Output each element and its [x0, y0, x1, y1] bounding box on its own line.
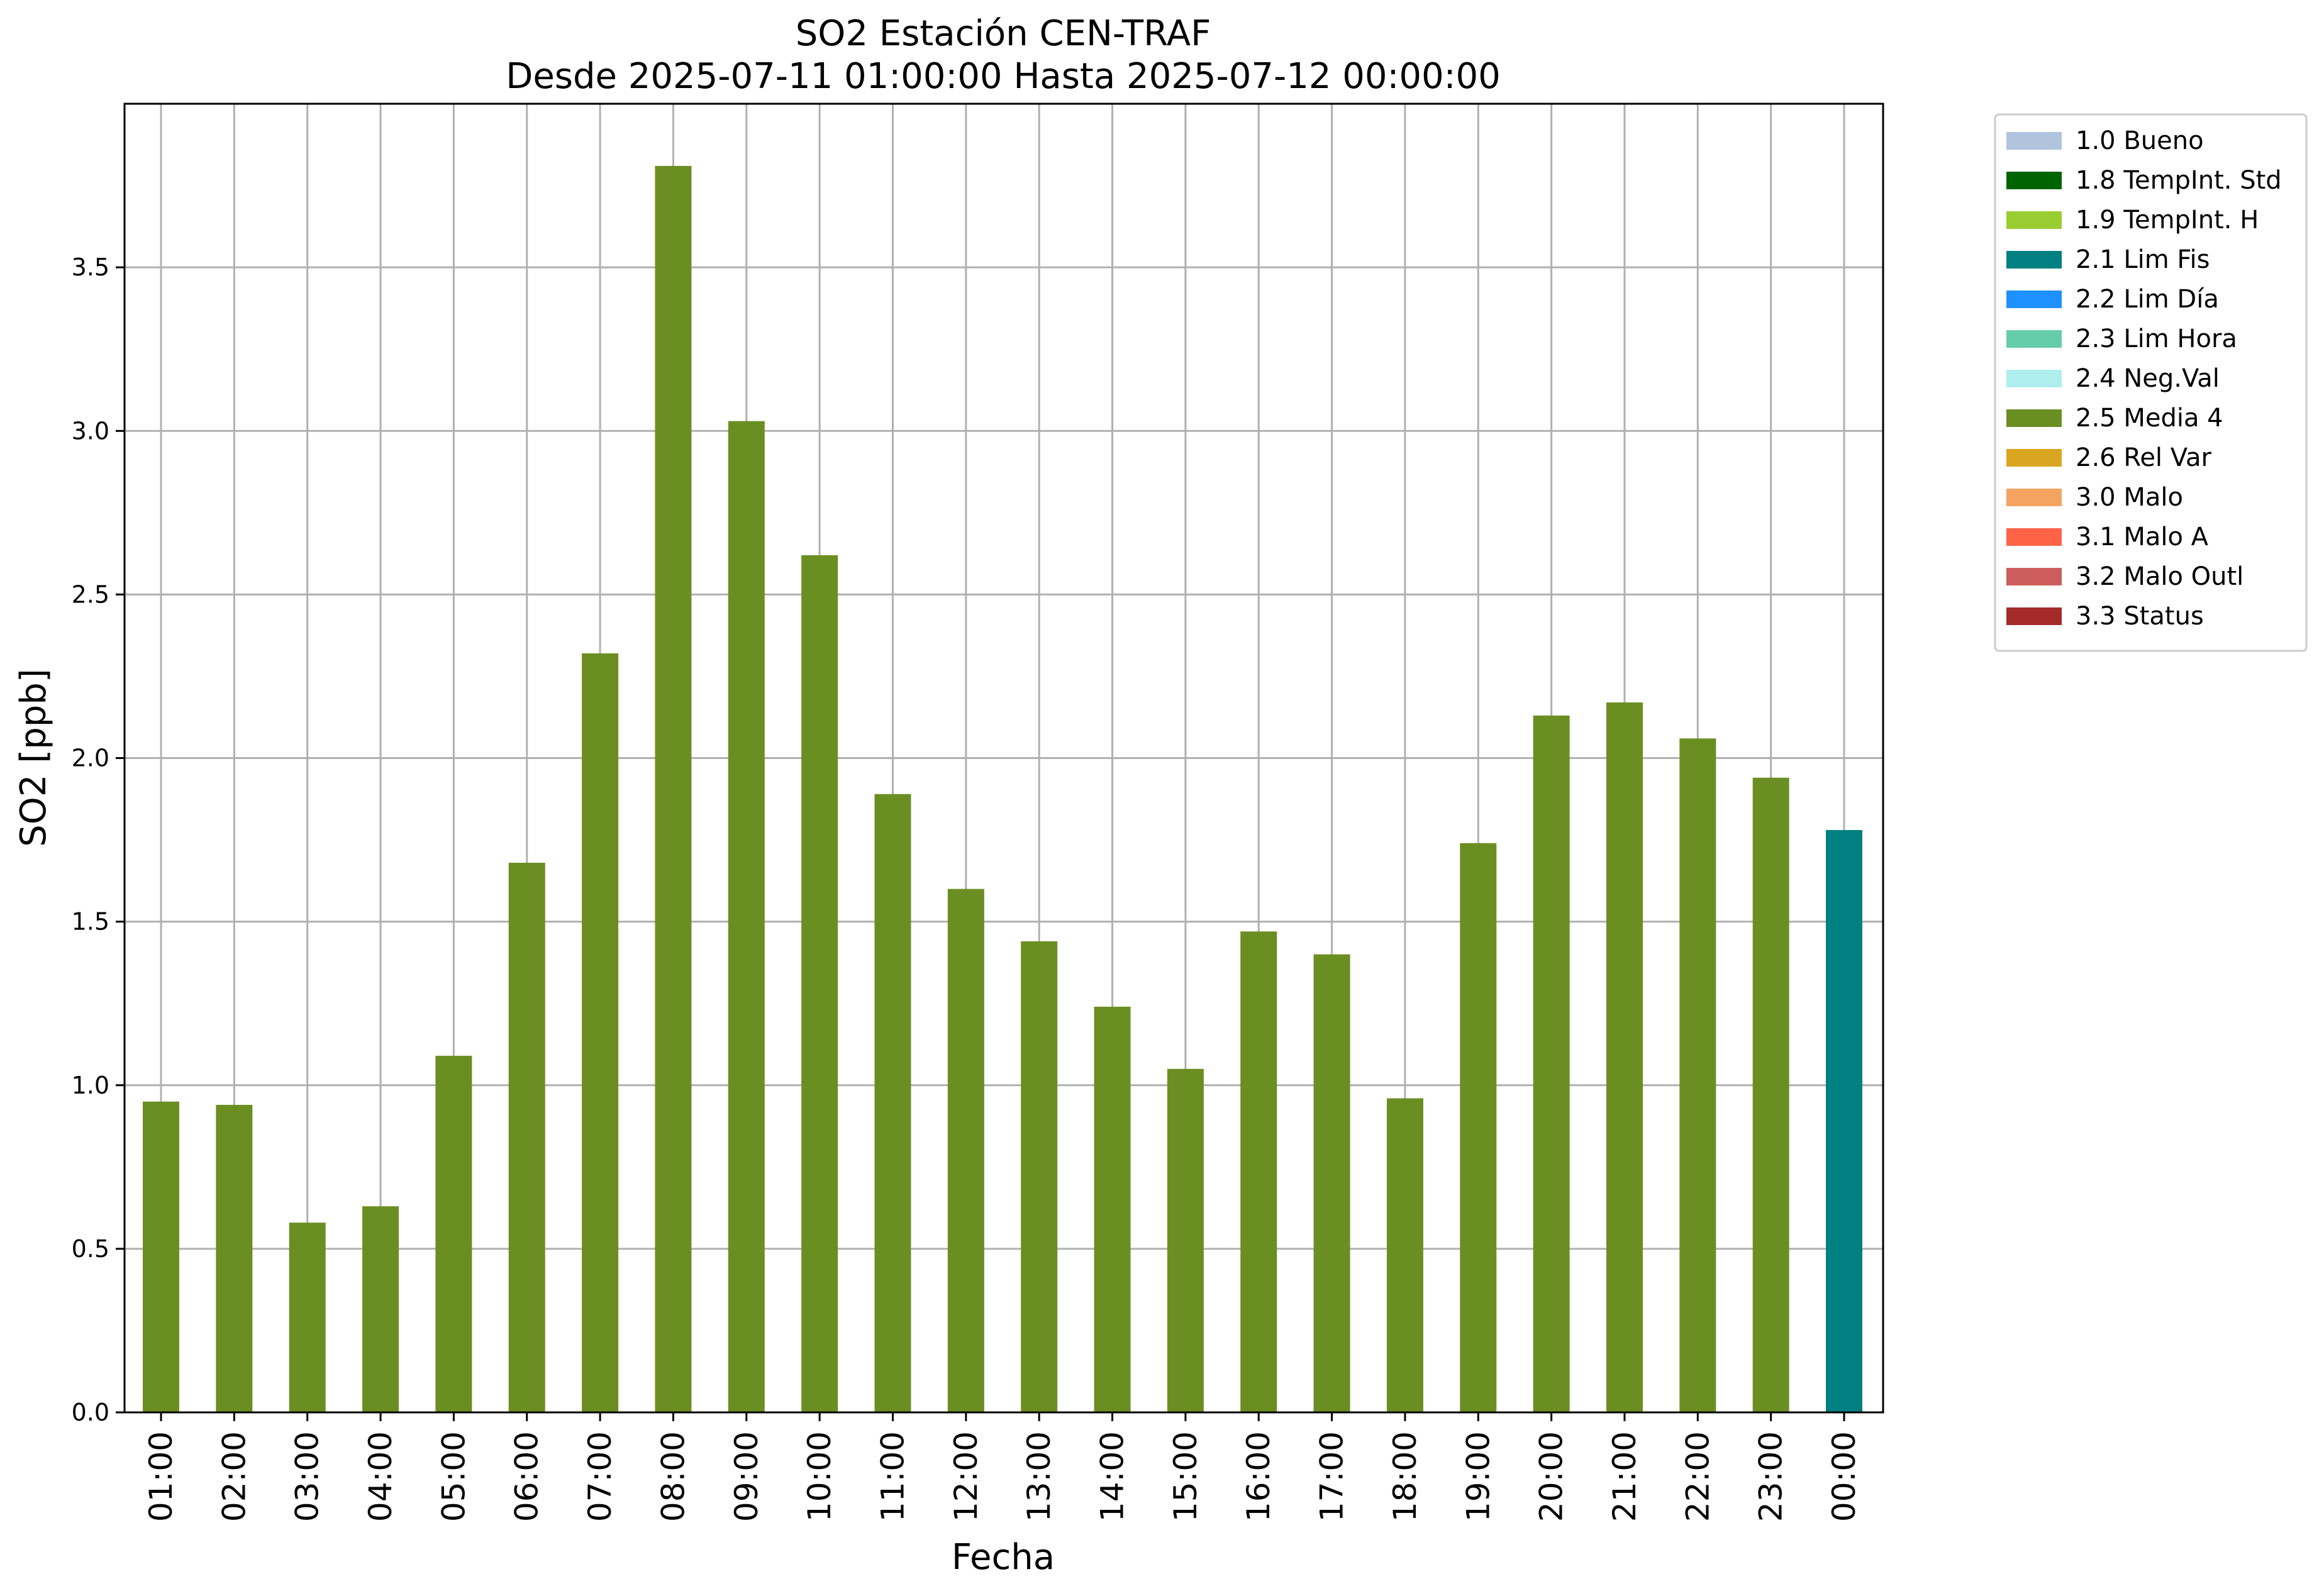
legend: 1.0 Bueno 1.8 TempInt. Std 1.9 TempInt. H 2… — [1994, 113, 2308, 652]
legend-label: 3.2 Malo Outl — [2076, 562, 2243, 591]
y-tick-label: 2.0 — [72, 745, 109, 772]
legend-label: 2.2 Lim Día — [2076, 285, 2219, 314]
bar-0000 — [1826, 829, 1862, 1412]
x-tick-label: 01:00 — [143, 1431, 179, 1522]
legend-swatch — [2006, 528, 2062, 546]
bar-1100 — [874, 794, 911, 1412]
x-tick-label: 00:00 — [1826, 1431, 1862, 1522]
bar-1800 — [1386, 1098, 1423, 1412]
legend-label: 3.3 Status — [2076, 602, 2204, 631]
bar-1300 — [1021, 941, 1058, 1412]
x-tick-label: 17:00 — [1314, 1431, 1350, 1522]
x-tick-label: 03:00 — [289, 1431, 326, 1522]
legend-label: 2.4 Neg.Val — [2076, 364, 2220, 393]
legend-swatch — [2006, 607, 2062, 625]
legend-swatch — [2006, 449, 2062, 467]
x-tick-label: 09:00 — [728, 1431, 765, 1522]
bar-1900 — [1460, 843, 1497, 1412]
y-tick-label: 3.5 — [72, 253, 109, 281]
y-tick-label: 3.0 — [72, 417, 109, 445]
x-tick-label: 16:00 — [1240, 1431, 1277, 1522]
bar-0300 — [289, 1222, 326, 1412]
x-tick-label: 13:00 — [1021, 1431, 1057, 1522]
bar-1600 — [1240, 931, 1277, 1412]
x-tick-label: 04:00 — [362, 1431, 399, 1522]
legend-swatch — [2006, 568, 2062, 585]
legend-label: 2.6 Rel Var — [2076, 443, 2212, 472]
x-tick-label: 22:00 — [1679, 1431, 1716, 1522]
bar-1500 — [1167, 1068, 1204, 1412]
x-tick-label: 21:00 — [1606, 1431, 1643, 1522]
y-tick-label: 1.0 — [72, 1072, 109, 1099]
x-tick-label: 10:00 — [801, 1431, 838, 1522]
bars — [143, 165, 1862, 1412]
bar-2200 — [1679, 738, 1716, 1412]
x-tick-label: 12:00 — [948, 1431, 984, 1522]
legend-swatch — [2006, 172, 2062, 189]
legend-label: 1.0 Bueno — [2076, 126, 2204, 155]
x-tick-label: 08:00 — [655, 1431, 691, 1522]
x-tick-label: 06:00 — [509, 1431, 545, 1522]
x-tick-label: 23:00 — [1753, 1431, 1789, 1522]
legend-swatch — [2006, 251, 2062, 269]
legend-label: 1.8 TempInt. Std — [2076, 166, 2282, 195]
bar-0900 — [728, 421, 765, 1412]
bar-0400 — [362, 1206, 399, 1412]
bar-0500 — [435, 1055, 472, 1412]
bar-1000 — [801, 555, 838, 1412]
x-tick-label: 15:00 — [1167, 1431, 1204, 1522]
x-tick-label: 19:00 — [1460, 1431, 1496, 1522]
bar-2100 — [1606, 702, 1643, 1412]
legend-swatch — [2006, 409, 2062, 427]
bar-1700 — [1313, 954, 1350, 1412]
bar-0700 — [582, 653, 619, 1412]
chart-subtitle: Desde 2025-07-11 01:00:00 Hasta 2025-07-… — [506, 56, 1501, 97]
bar-2000 — [1533, 715, 1570, 1412]
legend-swatch — [2006, 330, 2062, 348]
legend-swatch — [2006, 489, 2062, 506]
legend-swatch — [2006, 132, 2062, 150]
legend-label: 1.9 TempInt. H — [2076, 206, 2259, 235]
y-axis-label: SO2 [ppb] — [13, 668, 54, 846]
y-tick-label: 0.0 — [72, 1399, 109, 1426]
x-axis-label: Fecha — [952, 1537, 1055, 1578]
x-tick-label: 05:00 — [435, 1431, 472, 1522]
y-tick-label: 1.5 — [72, 908, 109, 936]
legend-label: 2.3 Lim Hora — [2076, 324, 2237, 353]
y-tick-label: 0.5 — [72, 1235, 109, 1263]
legend-swatch — [2006, 291, 2062, 308]
bar-1400 — [1094, 1006, 1131, 1412]
x-tick-label: 14:00 — [1094, 1431, 1131, 1522]
bar-0800 — [655, 165, 692, 1412]
bar-0200 — [216, 1104, 253, 1412]
bar-2300 — [1752, 777, 1789, 1412]
x-tick-label: 07:00 — [582, 1431, 618, 1522]
x-axis-ticks: 01:00 02:00 03:00 04:00 05:00 06:00 07:00 08:00… — [143, 1412, 1862, 1522]
y-axis-ticks: 0.0 0.5 1.0 1.5 2.0 2.5 3.0 3.5 — [72, 253, 125, 1426]
legend-box — [1994, 113, 2308, 652]
bar-0100 — [143, 1101, 179, 1412]
legend-swatch — [2006, 370, 2062, 387]
x-tick-label: 11:00 — [874, 1431, 911, 1522]
bar-0600 — [508, 862, 545, 1412]
legend-swatch — [2006, 211, 2062, 229]
bar-1200 — [947, 889, 984, 1412]
chart-title: SO2 Estación CEN-TRAF — [796, 13, 1211, 54]
legend-label: 3.1 Malo A — [2076, 523, 2209, 551]
x-tick-label: 20:00 — [1533, 1431, 1570, 1522]
legend-label: 3.0 Malo — [2076, 483, 2183, 512]
x-tick-label: 18:00 — [1387, 1431, 1423, 1522]
legend-label: 2.5 Media 4 — [2076, 404, 2223, 433]
legend-label: 2.1 Lim Fis — [2076, 245, 2210, 274]
y-tick-label: 2.5 — [72, 580, 109, 608]
x-tick-label: 02:00 — [216, 1431, 252, 1522]
